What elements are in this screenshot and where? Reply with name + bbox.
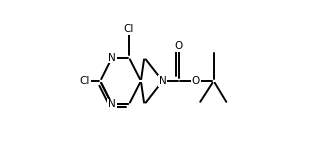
Text: O: O: [175, 41, 183, 51]
Text: Cl: Cl: [124, 24, 134, 34]
Text: N: N: [159, 76, 166, 86]
Text: Cl: Cl: [80, 76, 90, 86]
Text: N: N: [108, 52, 116, 63]
Text: O: O: [192, 76, 200, 86]
Text: N: N: [108, 99, 116, 110]
